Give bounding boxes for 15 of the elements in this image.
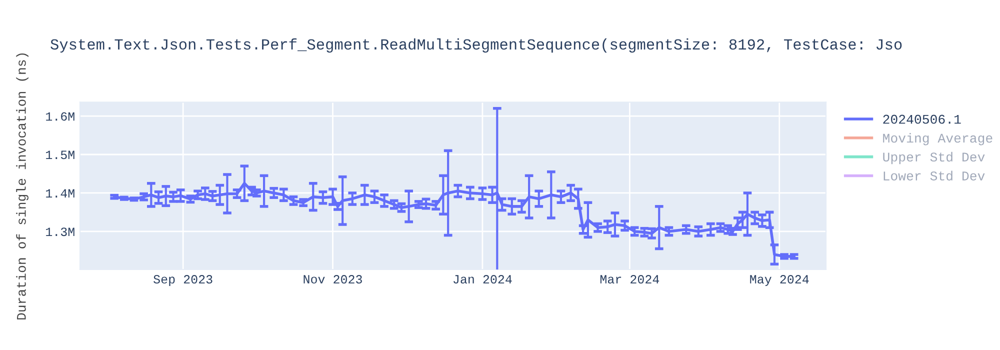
x-tick-label: Jan 2024 [454,275,512,284]
y-axis-title: Duration of single invocation (ns) [16,53,28,320]
x-tick-label: Mar 2024 [600,275,660,284]
y-tick-label: 1.6M [46,112,74,121]
legend-label: Moving Average [883,132,992,146]
chart-title: System.Text.Json.Tests.Perf_Segment.ReadMultiSegmentSequence(segmentSize: 8192, TestCase: Jso [50,38,902,53]
legend-label: 20240506.1 [883,114,961,124]
legend-label: Lower Std Dev [884,170,985,180]
legend-label: Upper Std Dev [883,152,985,164]
y-tick-label: 1.5M [46,150,74,160]
x-tick-label: Sep 2023 [154,275,212,286]
y-tick-label: 1.3M [46,228,74,236]
y-tick-label: 1.4M [46,189,74,198]
x-tick-label: May 2024 [750,275,809,286]
x-tick-label: Nov 2023 [304,275,362,284]
